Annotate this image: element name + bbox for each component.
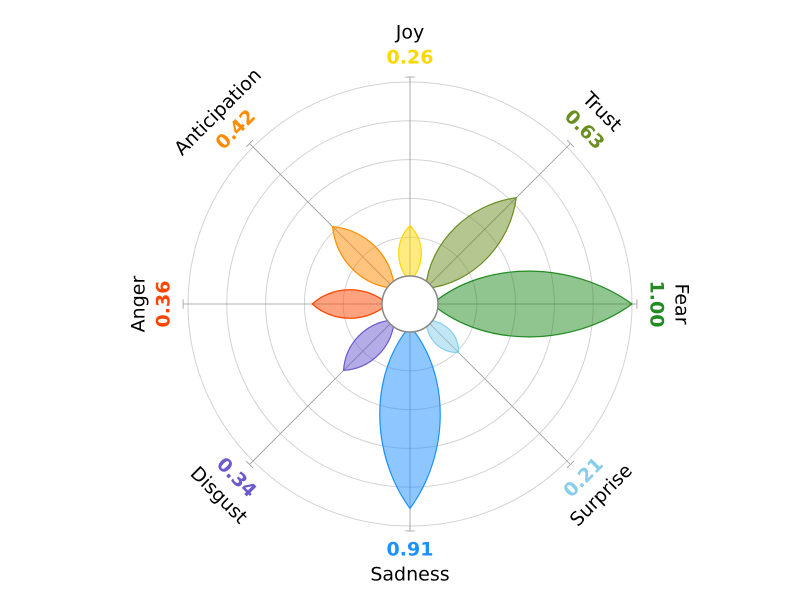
center-hole <box>381 275 439 333</box>
category-label: Joy <box>395 22 424 44</box>
value-label: 0.91 <box>387 539 434 561</box>
petal <box>311 289 389 319</box>
petal <box>424 197 517 290</box>
axis-tick <box>245 460 254 469</box>
petal <box>431 270 634 338</box>
petal <box>398 224 422 283</box>
petal <box>424 318 460 354</box>
category-label: Fear <box>671 283 693 324</box>
value-label: 0.36 <box>153 281 175 328</box>
category-label: Anger <box>128 276 150 333</box>
value-label: 1.00 <box>646 281 668 328</box>
petal <box>331 225 396 290</box>
petal <box>342 318 396 372</box>
axis-tick <box>566 460 575 469</box>
value-label: 0.26 <box>387 47 434 69</box>
category-label: Sadness <box>370 564 449 586</box>
petal <box>379 325 441 510</box>
axis-tick <box>245 139 254 148</box>
axis-tick <box>566 139 575 148</box>
